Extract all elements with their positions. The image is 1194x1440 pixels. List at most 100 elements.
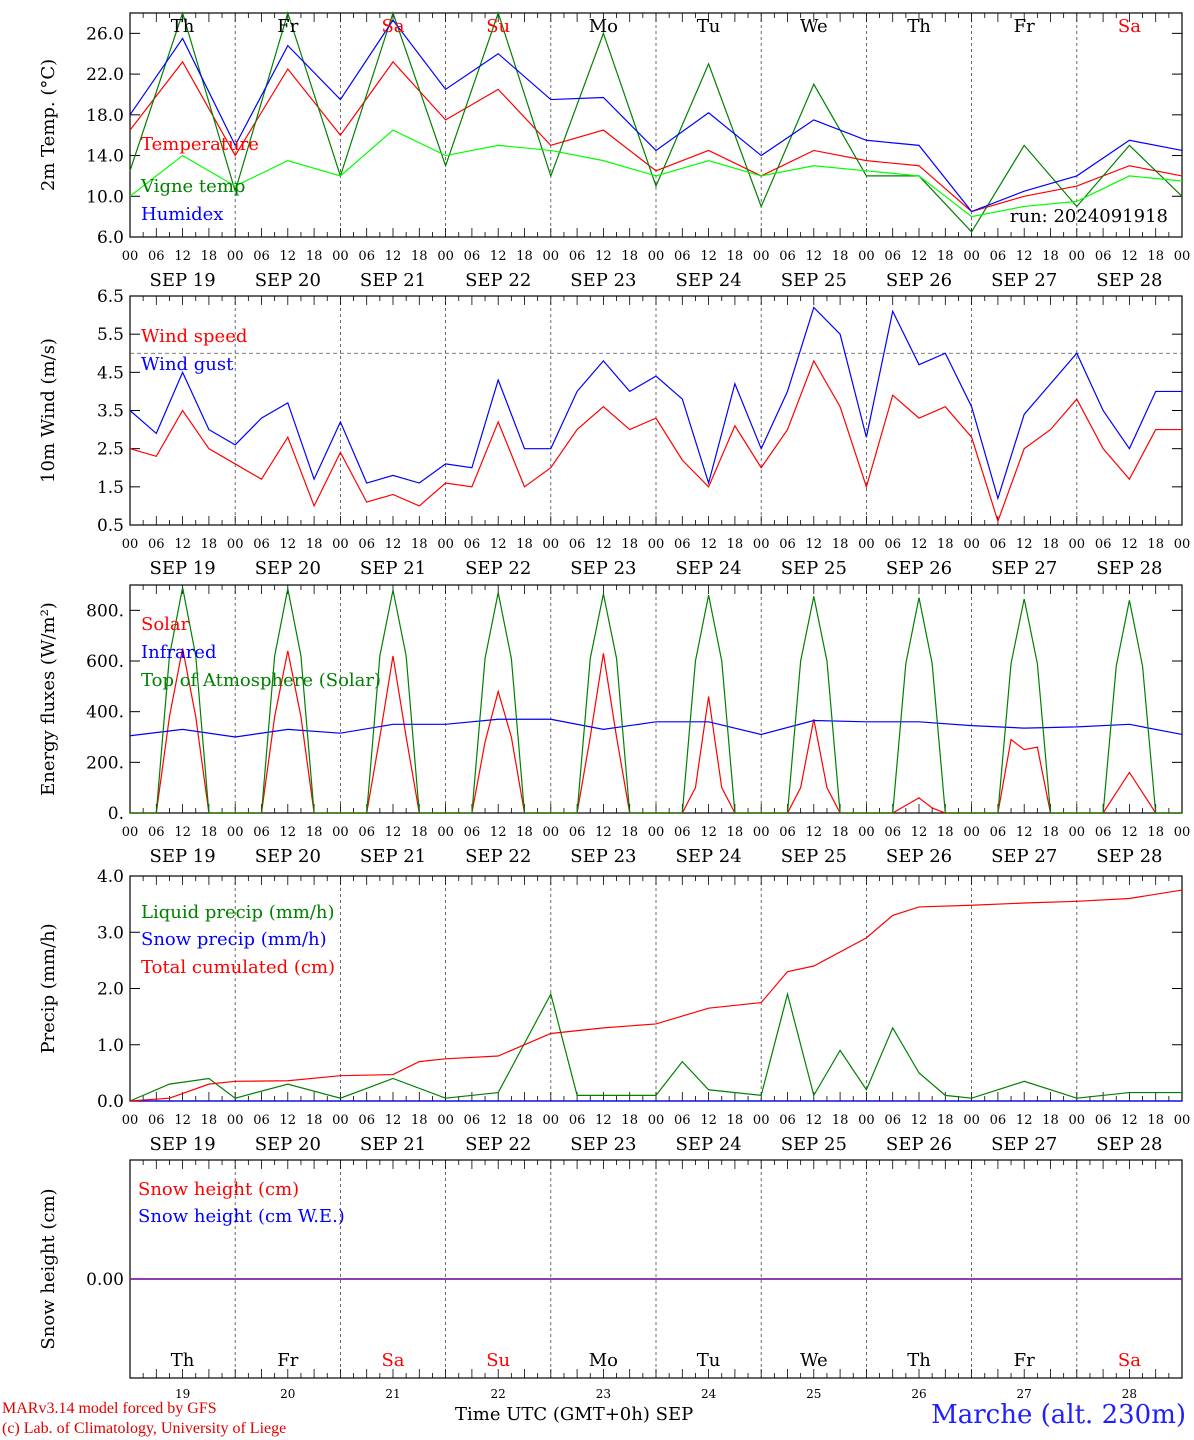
hour-tick-label: 00 [437,249,454,264]
hour-tick-label: 00 [753,537,770,552]
legend-entry: Snow precip (mm/h) [141,929,327,950]
legend-entry: Snow height (cm) [138,1179,299,1200]
hour-tick-label: 06 [148,537,165,552]
hour-tick-label: 18 [727,825,744,840]
y-axis-label: Snow height (cm) [38,1188,59,1349]
series-line-infrared [129,718,1183,738]
weekday-label: Th [171,1350,195,1371]
hour-tick-label: 12 [174,1113,191,1128]
y-tick-label: 0.00 [86,1270,124,1290]
date-label: SEP 27 [991,270,1057,291]
date-label: SEP 22 [465,558,531,579]
hour-tick-label: 18 [832,1113,849,1128]
weekday-label: Sa [381,1350,404,1371]
hour-tick-label: 18 [411,825,428,840]
hour-tick-label: 18 [306,825,323,840]
hour-tick-label: 12 [911,537,928,552]
hour-tick-label: 06 [253,537,270,552]
legend-entry: Snow height (cm W.E.) [138,1206,345,1227]
hour-tick-label: 12 [385,1113,402,1128]
hour-tick-label: 12 [595,537,612,552]
weekday-label: Mo [589,1350,618,1371]
y-tick-label: 6.0 [97,228,124,248]
hour-tick-label: 12 [806,249,823,264]
date-label: SEP 20 [255,1134,321,1155]
panel-4: 0.0 1.0 2.0 3.0 4.0 Precip (mm/h) Liquid preci… [38,867,1190,1155]
day-number-label: 26 [911,1387,926,1401]
y-tick-label: 3.5 [97,402,124,422]
hour-tick-label: 12 [911,825,928,840]
hour-tick-label: 18 [832,537,849,552]
date-label: SEP 25 [781,558,847,579]
date-label: SEP 26 [886,558,952,579]
hour-tick-label: 00 [437,1113,454,1128]
hour-tick-label: 00 [648,249,665,264]
day-number-label: 19 [175,1387,190,1401]
hour-tick-label: 18 [306,249,323,264]
hour-tick-label: 06 [674,825,691,840]
hour-tick-label: 12 [174,537,191,552]
y-tick-label: 26.0 [86,24,124,44]
weekday-label: Su [486,16,510,37]
hour-tick-label: 18 [516,249,533,264]
hour-tick-label: 12 [700,825,717,840]
series-line-wind-gust [129,306,1182,501]
legend-entry: Wind gust [141,354,234,375]
date-label: SEP 19 [149,270,215,291]
y-tick-label: 0.0 [97,1092,124,1112]
hour-tick-label: 06 [779,537,796,552]
y-tick-label: 2.0 [97,980,124,1000]
series-line-temperature [129,60,1183,213]
series-line-humidex [129,19,1183,213]
hour-tick-label: 12 [595,1113,612,1128]
hour-tick-label: 18 [1042,537,1059,552]
hour-tick-label: 00 [332,825,349,840]
hour-tick-label: 00 [753,825,770,840]
hour-tick-label: 00 [1174,537,1191,552]
date-label: SEP 28 [1096,558,1162,579]
panel-2: 0.5 1.5 2.5 3.5 4.5 5.5 6.5 10m Wind (m/s) Wind … [38,287,1190,579]
date-label: SEP 25 [781,846,847,867]
hour-tick-label: 12 [595,249,612,264]
hour-tick-label: 00 [858,537,875,552]
weekday-label: Sa [1118,1350,1141,1371]
date-label: SEP 20 [255,558,321,579]
weekday-label: Th [171,16,195,37]
hour-tick-label: 06 [253,249,270,264]
weekday-label: Sa [381,16,404,37]
y-axis-label: Energy fluxes (W/m²) [38,602,59,796]
weekday-label: Fr [1014,1350,1035,1371]
hour-tick-label: 00 [122,537,139,552]
hour-tick-label: 00 [122,825,139,840]
hour-tick-label: 18 [201,1113,218,1128]
hour-tick-label: 12 [1121,1113,1138,1128]
hour-tick-label: 18 [516,1113,533,1128]
day-number-label: 23 [596,1387,611,1401]
hour-tick-label: 06 [674,249,691,264]
weekday-label: We [800,16,828,37]
weekday-label: Th [907,1350,931,1371]
hour-tick-label: 18 [621,825,638,840]
hour-tick-label: 06 [674,537,691,552]
hour-tick-label: 06 [358,537,375,552]
hour-tick-label: 06 [779,825,796,840]
date-label: SEP 21 [360,846,426,867]
date-label: SEP 25 [781,270,847,291]
hour-tick-label: 12 [1121,249,1138,264]
hour-tick-label: 06 [990,825,1007,840]
hour-tick-label: 18 [1147,249,1164,264]
hour-tick-label: 18 [306,1113,323,1128]
date-label: SEP 22 [465,270,531,291]
hour-tick-label: 12 [806,537,823,552]
hour-tick-label: 18 [516,825,533,840]
hour-tick-label: 12 [385,825,402,840]
hour-tick-label: 18 [1042,249,1059,264]
legend-entry: Humidex [141,204,223,225]
hour-tick-label: 00 [227,249,244,264]
weekday-label: Fr [277,16,298,37]
date-label: SEP 23 [570,846,636,867]
hour-tick-label: 00 [963,825,980,840]
hour-tick-label: 12 [385,537,402,552]
hour-tick-label: 12 [280,249,297,264]
